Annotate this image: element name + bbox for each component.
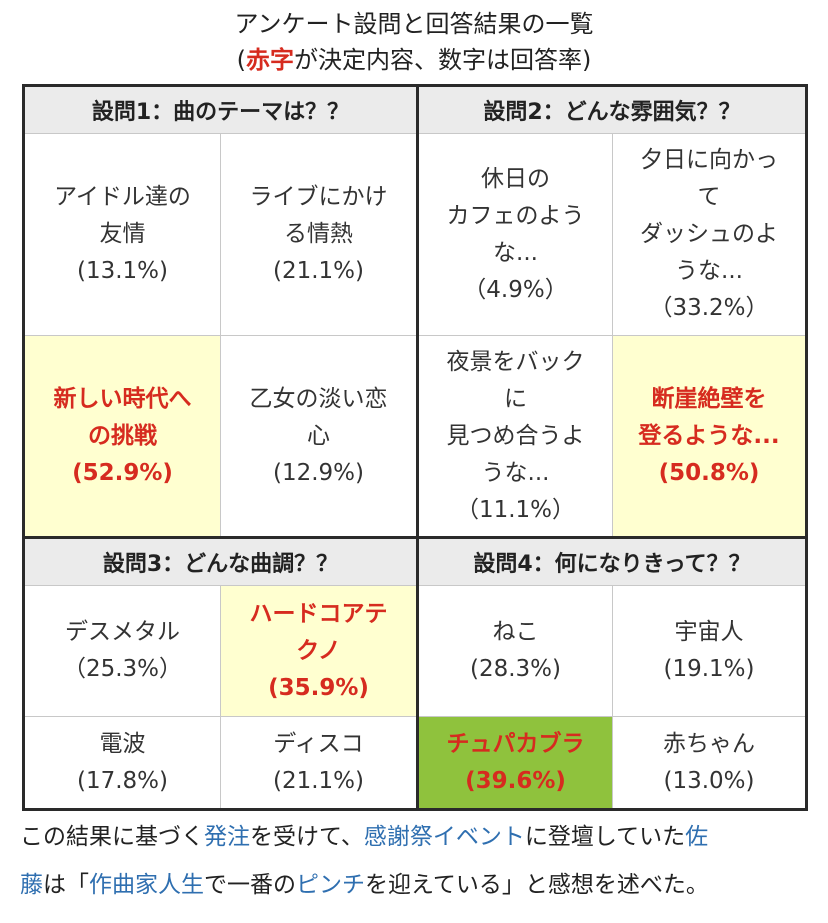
summary-text-1: この結果に基づく (20, 824, 204, 850)
q4-option-1-line-1: ねこ (492, 619, 539, 645)
q1-option-3-selected: 新しい時代へ の挑戦 (52.9%) (25, 336, 220, 536)
q1-option-3-percent: (52.9%) (72, 459, 173, 486)
q3-option-2-line-1: ハードコアテ (249, 600, 388, 627)
q2-option-2-line-1: 夕日に向かっ (640, 147, 778, 173)
q1-option-3-line-2: の挑戦 (88, 422, 157, 449)
q3-option-1-percent: （25.3%） (62, 656, 183, 682)
q2-option-3: 夜景をバック に 見つめ合うよ うな... （11.1%） (419, 336, 612, 536)
q4-option-2-percent: (19.1%) (663, 656, 755, 682)
q2-option-4-line-2: 登るような... (638, 422, 780, 449)
q2-option-1: 休日の カフェのよう な... （4.9%） (419, 134, 612, 335)
q2-option-3-line-2: に (504, 385, 527, 412)
q2-option-2-line-4: うな... (675, 258, 743, 284)
q2-option-3-line-4: うな... (481, 459, 550, 486)
q3-option-3: 電波 (17.8%) (25, 717, 220, 808)
q2-option-4-percent: (50.8%) (658, 459, 760, 486)
q3-row-divider (25, 716, 416, 717)
q3-option-4: ディスコ (21.1%) (221, 717, 416, 808)
q2-option-4-selected: 断崖絶壁を 登るような... (50.8%) (613, 336, 805, 536)
q2-option-4-line-1: 断崖絶壁を (651, 385, 767, 412)
q1-option-1-line-1: アイドル達の (54, 184, 191, 210)
q4-column-divider (612, 586, 613, 808)
question-2-header: 設問2：どんな雰囲気？？ (419, 87, 805, 134)
summary-text-3: に登壇していた (524, 824, 686, 850)
table-caption-title: アンケート設問と回答結果の一覧 (234, 10, 594, 38)
summary-text-5: で一番の (204, 872, 296, 898)
q2-option-1-line-1: 休日の (481, 165, 550, 192)
q2-option-2-line-3: ダッシュのよ (640, 221, 778, 247)
question-1-header: 設問1：曲のテーマは？？ (25, 87, 416, 134)
survey-results-table: 設問1：曲のテーマは？？ アイドル達の 友情 (13.1%) ライブにかけ る情… (22, 84, 808, 811)
q1-option-3-line-1: 新しい時代へ (53, 385, 192, 412)
legend-red-word: 赤字 (246, 46, 294, 74)
legend-open: ( (236, 46, 246, 74)
q2-option-1-line-2: カフェのよう (446, 202, 585, 229)
q3-option-4-line-1: ディスコ (273, 730, 364, 757)
q1-option-1-line-2: 友情 (99, 221, 146, 247)
legend-rest: が決定内容、数字は回答率) (294, 46, 592, 74)
q4-option-4-percent: (13.0%) (663, 767, 755, 794)
q1-option-4-line-1: 乙女の淡い恋 (249, 385, 388, 412)
q1-option-4-line-2: 心 (307, 422, 330, 449)
q4-option-3-line-1: チュパカブラ (446, 730, 585, 757)
summary-text-2: を受けて、 (250, 824, 364, 850)
q1-option-2-percent: (21.1%) (272, 258, 364, 284)
q2-option-3-line-1: 夜景をバック (446, 348, 585, 375)
q3-option-3-percent: (17.8%) (76, 767, 168, 794)
q3-option-4-percent: (21.1%) (272, 767, 364, 794)
q4-option-1: ねこ (28.3%) (419, 586, 612, 716)
summary-text-6: を迎えている」と感想を述べた。 (365, 872, 709, 898)
q2-option-2: 夕日に向かっ て ダッシュのよ うな... （33.2%） (613, 134, 805, 335)
q1-option-2: ライブにかけ る情熱 (21.1%) (221, 134, 416, 335)
q3-option-2-selected: ハードコアテ クノ (35.9%) (221, 586, 416, 716)
q3-option-3-line-1: 電波 (99, 730, 146, 757)
q2-option-1-line-3: な... (493, 239, 538, 266)
table-caption-legend: (赤字が決定内容、数字は回答率) (0, 44, 828, 77)
q4-option-4: 赤ちゃん (13.0%) (613, 717, 805, 808)
q4-option-2: 宇宙人 (19.1%) (613, 586, 805, 716)
q4-option-3-percent: (39.6%) (465, 767, 566, 794)
q1-row-divider (25, 335, 416, 336)
q1-option-4-percent: (12.9%) (272, 459, 364, 486)
link-sato[interactable]: 佐 (685, 824, 709, 850)
q2-option-3-line-3: 見つめ合うよ (446, 422, 585, 449)
link-composer-career[interactable]: 作曲家人生 (89, 872, 204, 898)
q2-row-divider (419, 335, 805, 336)
section-divider-horizontal (25, 536, 805, 539)
link-sato-continued[interactable]: 藤 (20, 872, 43, 898)
q3-option-2-percent: (35.9%) (268, 674, 369, 701)
section-divider-vertical (416, 87, 419, 808)
q4-option-1-percent: (28.3%) (469, 656, 561, 682)
q2-option-2-line-2: て (697, 184, 721, 210)
q1-option-4: 乙女の淡い恋 心 (12.9%) (221, 336, 416, 536)
link-thanksgiving-event[interactable]: 感謝祭イベント (363, 824, 525, 850)
question-4-header: 設問4：何になりきって？？ (419, 539, 805, 586)
q4-option-2-line-1: 宇宙人 (674, 619, 744, 645)
q3-option-1-line-1: デスメタル (65, 619, 180, 645)
q1-option-2-line-2: る情熱 (284, 221, 353, 247)
question-3-header: 設問3：どんな曲調？？ (25, 539, 416, 586)
summary-paragraph-line-1: この結果に基づく発注を受けて、感謝祭イベントに登壇していた佐 (20, 822, 820, 852)
q4-option-3-selected: チュパカブラ (39.6%) (419, 717, 612, 808)
q2-option-2-percent: （33.2%） (649, 295, 769, 321)
link-pinch[interactable]: ピンチ (296, 872, 365, 898)
q3-column-divider (220, 586, 221, 808)
q4-option-4-line-1: 赤ちゃん (663, 730, 755, 757)
q1-option-2-line-1: ライブにかけ (249, 184, 388, 210)
q1-option-1-percent: (13.1%) (76, 258, 168, 284)
summary-paragraph-line-2: 藤は「作曲家人生で一番のピンチを迎えている」と感想を述べた。 (20, 870, 820, 900)
q3-option-2-line-2: クノ (296, 637, 341, 664)
q2-option-1-percent: （4.9%） (463, 276, 568, 303)
summary-text-4: は「 (43, 872, 89, 898)
q4-row-divider (419, 716, 805, 717)
link-order[interactable]: 発注 (204, 824, 250, 850)
q2-option-3-percent: （11.1%） (455, 496, 576, 523)
q3-option-1: デスメタル （25.3%） (25, 586, 220, 716)
q1-option-1: アイドル達の 友情 (13.1%) (25, 134, 220, 335)
